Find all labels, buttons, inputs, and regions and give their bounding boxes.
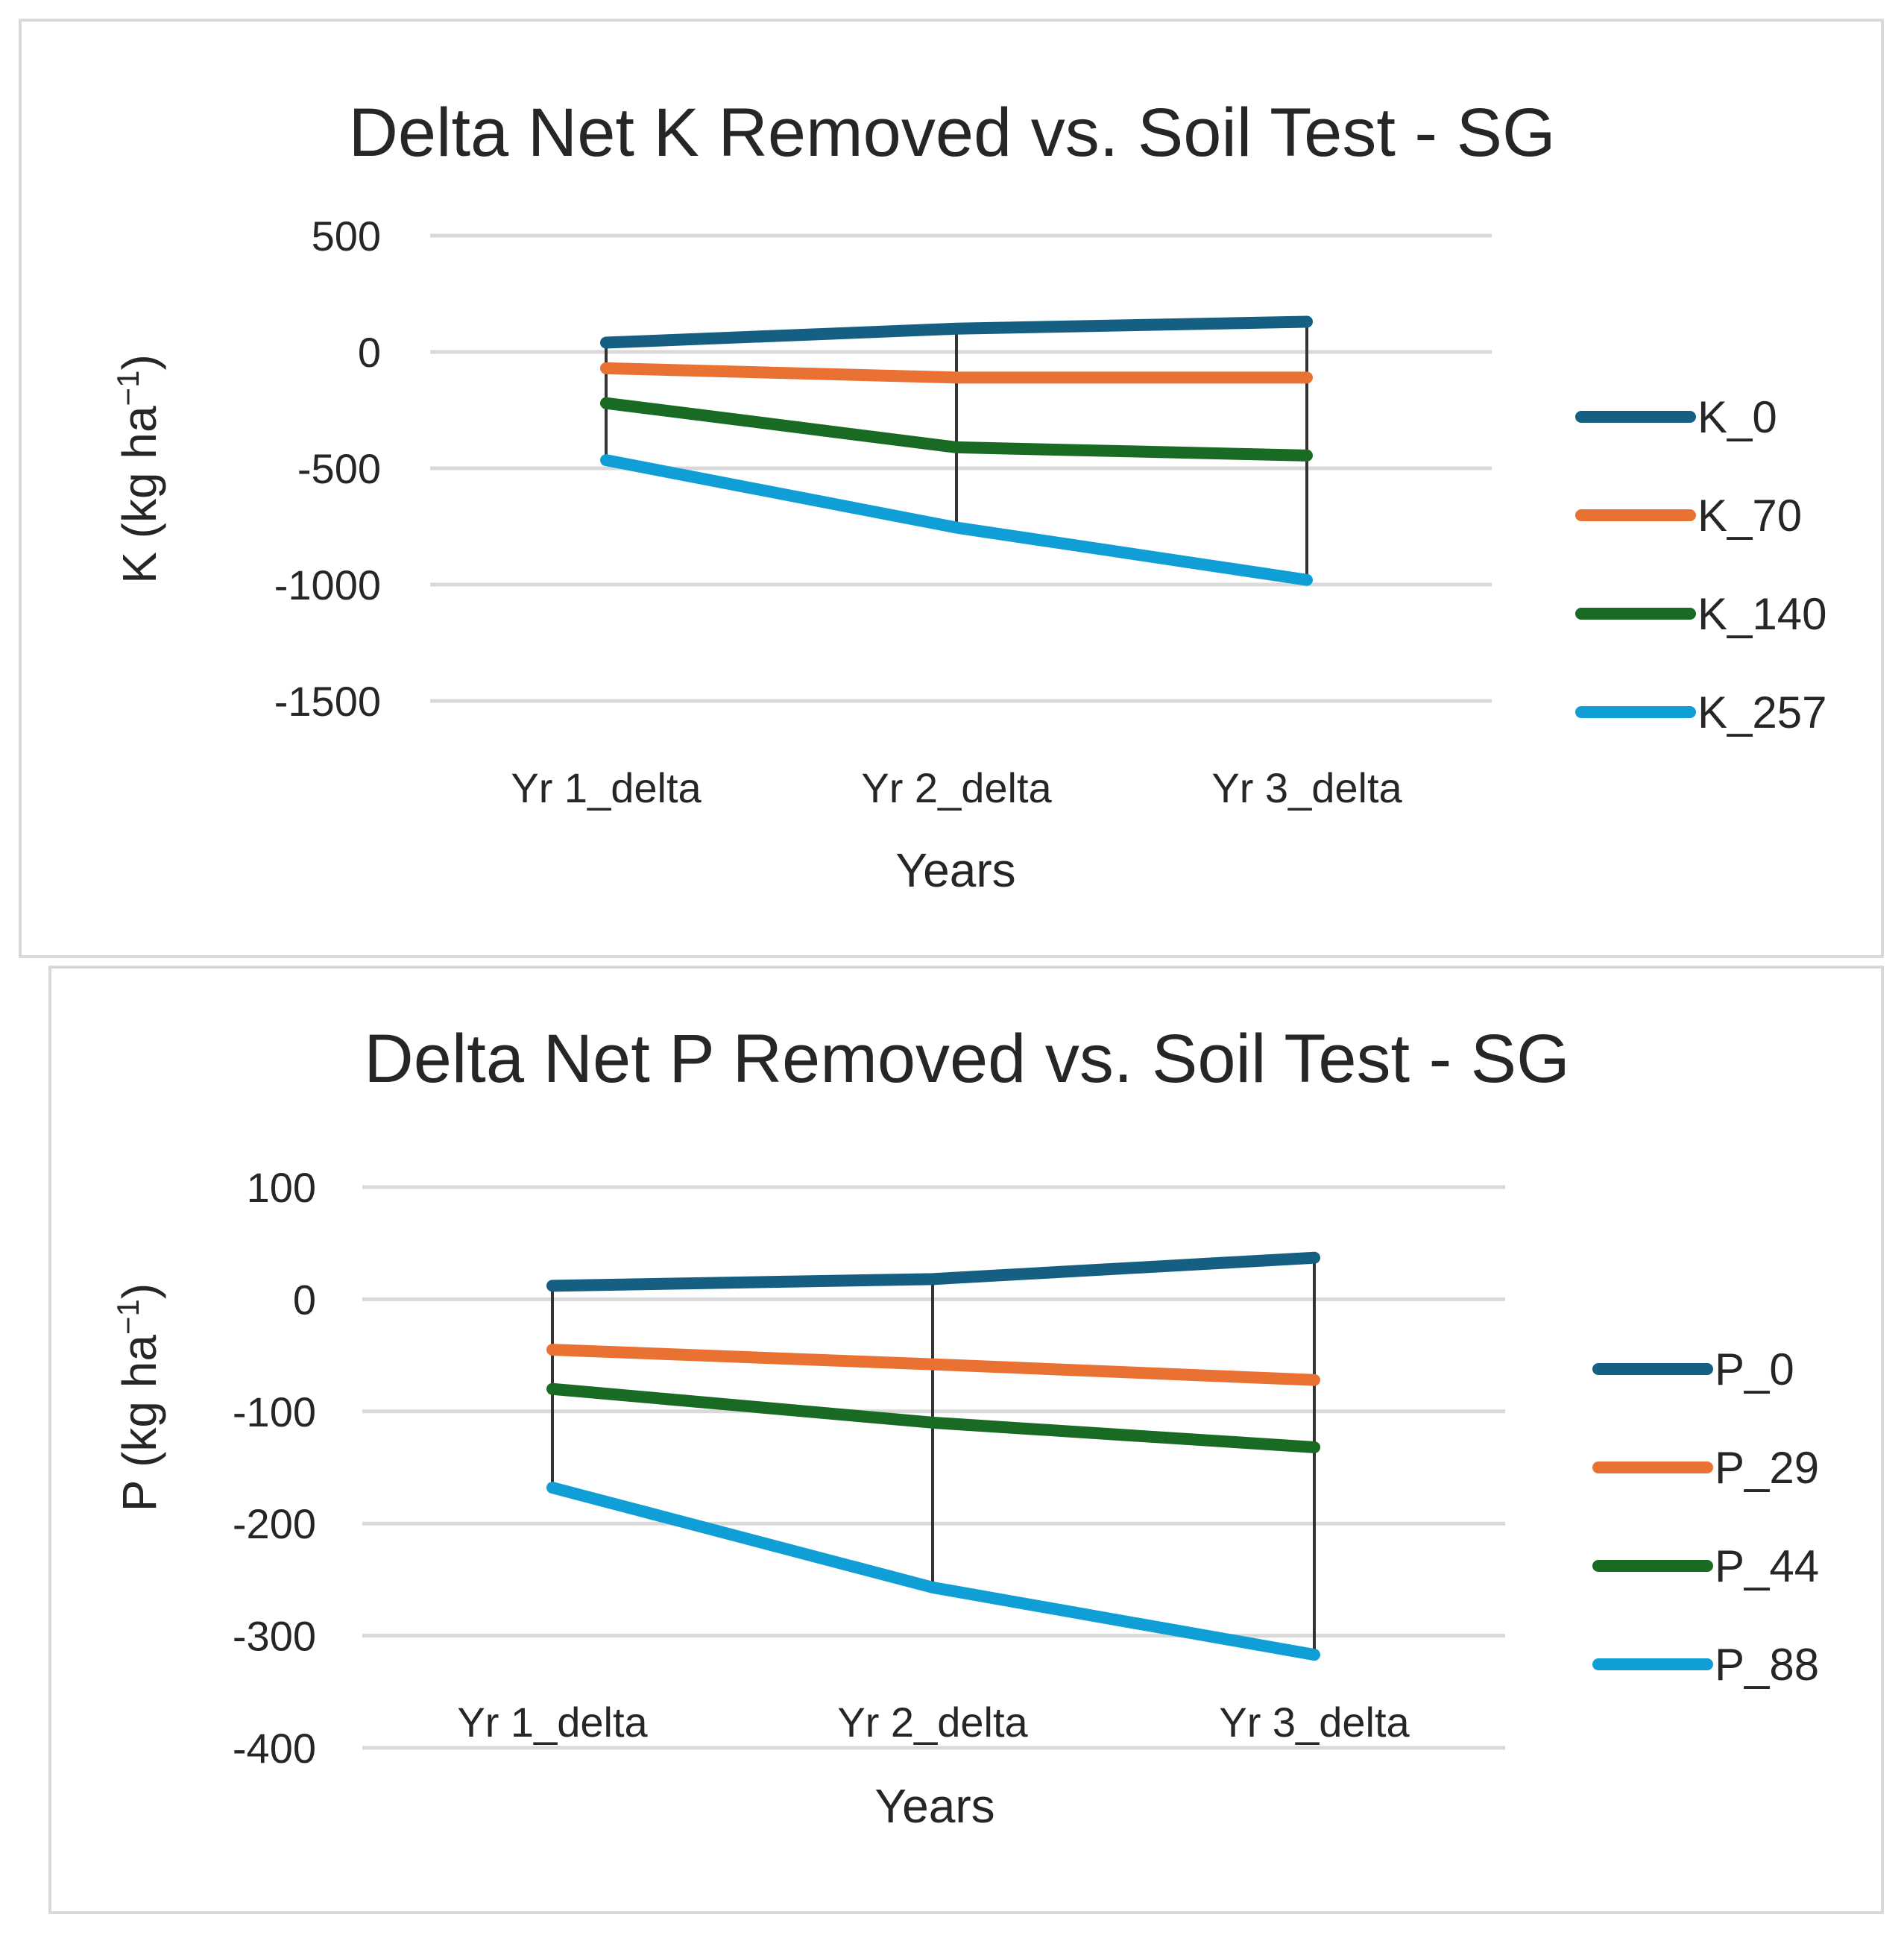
p-x-tick-label: Yr 2_delta [837,1699,1028,1746]
k-y-axis-title-sup: −1 [110,371,145,406]
p-chart-title: Delta Net P Removed vs. Soil Test - SG [364,1021,1569,1097]
k-x-tick-label: Yr 2_delta [861,764,1052,811]
k-grid [430,233,1492,703]
k-legend-label: K_140 [1697,589,1827,639]
p-y-tick-label: -200 [233,1500,316,1547]
p-chart-panel: Delta Net P Removed vs. Soil Test - SG 1… [48,966,1884,1914]
p-legend-label: P_44 [1715,1541,1819,1591]
k-legend-label: K_257 [1697,688,1827,737]
k-legend: K_0 K_70 K_140 K_257 [1575,392,1827,737]
k-y-tick-label: 0 [358,329,381,376]
k-y-tick-label: -1000 [274,561,381,608]
p-x-ticks: Yr 1_delta Yr 2_delta Yr 3_delta [457,1699,1410,1746]
p-y-axis-title-end: ) [113,1283,166,1299]
k-y-ticks: 500 0 -500 -1000 -1500 [274,213,381,725]
p-x-tick-label: Yr 3_delta [1219,1699,1410,1746]
k-chart-title: Delta Net K Removed vs. Soil Test - SG [348,95,1555,171]
p-y-tick-label: -400 [233,1725,316,1772]
p-drop-lines [551,1257,1316,1655]
k-x-tick-label: Yr 3_delta [1211,764,1402,811]
p-y-axis-title-sup: −1 [110,1299,145,1335]
k-y-tick-label: -500 [297,445,381,492]
p-series-line-p_88 [546,1482,1320,1661]
k-legend-label: K_0 [1697,392,1777,442]
k-legend-label: K_70 [1697,491,1802,541]
p-y-axis-title: P (kg ha−1) [110,1283,167,1511]
k-y-tick-label: 500 [312,213,381,259]
k-chart: Delta Net K Removed vs. Soil Test - SG 5… [110,95,1827,897]
k-y-axis-title-end: ) [113,354,166,370]
p-series-line-p_44 [546,1382,1320,1453]
k-chart-panel: Delta Net K Removed vs. Soil Test - SG 5… [19,19,1884,958]
k-x-tick-label: Yr 1_delta [511,764,702,811]
k-y-axis-title: K (kg ha−1) [110,354,167,584]
p-legend-label: P_29 [1715,1443,1819,1493]
p-y-axis-title-main: P (kg ha [113,1335,166,1512]
p-legend: P_0 P_29 P_44 P_88 [1592,1344,1819,1690]
p-chart: Delta Net P Removed vs. Soil Test - SG 1… [110,1021,1820,1833]
k-series [600,315,1313,586]
p-y-tick-label: 100 [247,1164,316,1211]
k-series-line-k_70 [600,362,1313,384]
p-series-line-p_29 [546,1344,1320,1386]
p-y-tick-label: -100 [233,1388,316,1435]
k-series-line-k_140 [600,397,1313,462]
p-y-tick-label: 0 [293,1276,316,1323]
k-series-line-k_257 [600,454,1313,586]
p-legend-label: P_88 [1715,1640,1819,1690]
k-y-axis-title-main: K (kg ha [113,406,166,584]
p-y-tick-label: -300 [233,1613,316,1660]
p-legend-label: P_0 [1715,1344,1794,1394]
p-x-tick-label: Yr 1_delta [457,1699,648,1746]
k-series-line-k_0 [600,315,1313,349]
k-x-axis-title: Years [895,843,1015,897]
k-x-ticks: Yr 1_delta Yr 2_delta Yr 3_delta [511,764,1402,811]
p-series-line-p_0 [546,1251,1320,1292]
p-x-axis-title: Years [874,1779,994,1833]
k-y-tick-label: -1500 [274,678,381,725]
p-y-ticks: 100 0 -100 -200 -300 -400 [233,1164,316,1772]
p-series [546,1251,1320,1661]
